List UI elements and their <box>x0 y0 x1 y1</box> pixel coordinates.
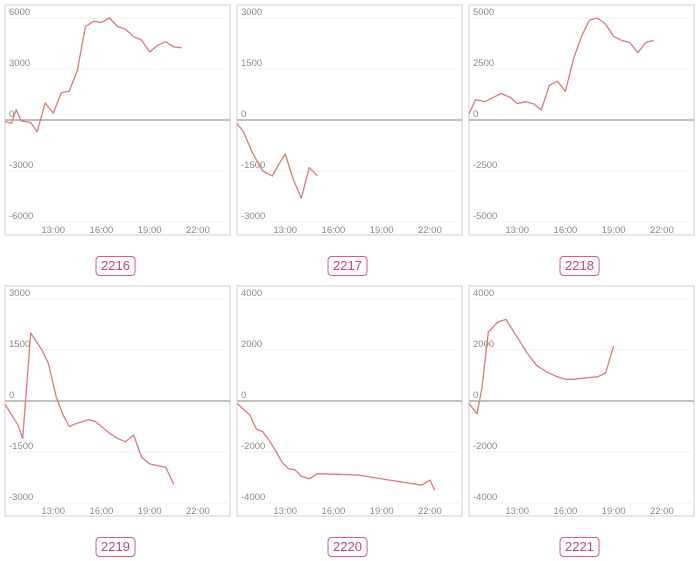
y-tick-label: 2500 <box>473 58 494 69</box>
x-tick-label: 16:00 <box>322 225 346 236</box>
chart-label-badge[interactable]: 2219 <box>95 537 136 557</box>
x-tick-label: 22:00 <box>418 506 442 517</box>
series-line <box>468 318 615 415</box>
x-tick-label: 16:00 <box>90 225 114 236</box>
series-line <box>236 403 436 491</box>
series-line <box>4 17 182 133</box>
y-tick-label: 4000 <box>241 288 262 299</box>
y-tick-label: 2000 <box>473 339 494 350</box>
x-tick-label: 16:00 <box>554 225 578 236</box>
x-tick-label: 19:00 <box>138 225 162 236</box>
line-chart: 6000 3000 0 -3000 -6000 13:00 16:00 19:00 22:00 <box>4 4 231 236</box>
y-tick-label: -1500 <box>9 441 33 452</box>
x-tick-label: 22:00 <box>186 506 210 517</box>
y-tick-label: -2500 <box>473 160 497 171</box>
x-tick-label: 22:00 <box>186 225 210 236</box>
x-tick-label: 16:00 <box>90 506 114 517</box>
y-tick-label: -2000 <box>473 441 497 452</box>
y-tick-label: -6000 <box>9 211 33 222</box>
x-tick-label: 16:00 <box>322 506 346 517</box>
series-line <box>236 123 318 199</box>
series-line <box>468 17 654 115</box>
line-chart: 4000 2000 0 -2000 -4000 13:00 16:00 19:00 22:00 <box>468 285 695 517</box>
x-tick-label: 19:00 <box>370 225 394 236</box>
chart-label-badge[interactable]: 2217 <box>327 256 368 276</box>
y-tick-label: -4000 <box>241 492 265 503</box>
chart-label-badge[interactable]: 2216 <box>95 256 136 276</box>
y-tick-label: 0 <box>9 109 14 120</box>
x-tick-label: 19:00 <box>138 506 162 517</box>
y-tick-label: 0 <box>9 390 14 401</box>
y-tick-label: 2000 <box>241 339 262 350</box>
y-tick-label: 4000 <box>473 288 494 299</box>
chart-panel-2220: 4000 2000 0 -2000 -4000 13:00 16:00 19:00 22:00 2… <box>232 281 463 561</box>
y-tick-label: 0 <box>241 109 246 120</box>
y-tick-label: -3000 <box>9 492 33 503</box>
y-tick-label: 3000 <box>9 288 30 299</box>
y-tick-label: 5000 <box>473 7 494 18</box>
y-tick-label: 1500 <box>9 339 30 350</box>
x-tick-label: 22:00 <box>650 225 674 236</box>
y-tick-label: 0 <box>241 390 246 401</box>
y-tick-label: 0 <box>473 109 478 120</box>
x-tick-label: 13:00 <box>273 225 297 236</box>
y-tick-label: 1500 <box>241 58 262 69</box>
chart-panel-2219: 3000 1500 0 -1500 -3000 13:00 16:00 19:00 22:00 2… <box>0 281 231 561</box>
chart-panel-2221: 4000 2000 0 -2000 -4000 13:00 16:00 19:00 22:00 2… <box>464 281 695 561</box>
x-tick-label: 13:00 <box>273 506 297 517</box>
line-chart: 3000 1500 0 -1500 -3000 13:00 16:00 19:00 22:00 <box>4 285 231 517</box>
series-line <box>4 332 175 485</box>
x-tick-label: 13:00 <box>505 225 529 236</box>
y-tick-label: 0 <box>473 390 478 401</box>
y-tick-label: -1500 <box>241 160 265 171</box>
chart-panel-2217: 3000 1500 0 -1500 -3000 13:00 16:00 19:00 22:00 2… <box>232 0 463 280</box>
chart-panel-2216: 6000 3000 0 -3000 -6000 13:00 16:00 19:00 22:00 2… <box>0 0 231 280</box>
y-tick-label: 3000 <box>9 58 30 69</box>
x-tick-label: 16:00 <box>554 506 578 517</box>
y-tick-label: 6000 <box>9 7 30 18</box>
line-chart: 3000 1500 0 -1500 -3000 13:00 16:00 19:00 22:00 <box>236 4 463 236</box>
y-tick-label: -4000 <box>473 492 497 503</box>
x-tick-label: 19:00 <box>602 506 626 517</box>
y-tick-label: -3000 <box>241 211 265 222</box>
line-chart: 4000 2000 0 -2000 -4000 13:00 16:00 19:00 22:00 <box>236 285 463 517</box>
y-tick-label: 3000 <box>241 7 262 18</box>
x-tick-label: 13:00 <box>505 506 529 517</box>
y-tick-label: -2000 <box>241 441 265 452</box>
x-tick-label: 13:00 <box>41 225 65 236</box>
x-tick-label: 22:00 <box>418 225 442 236</box>
x-tick-label: 13:00 <box>41 506 65 517</box>
y-tick-label: -3000 <box>9 160 33 171</box>
x-tick-label: 22:00 <box>650 506 674 517</box>
line-chart: 5000 2500 0 -2500 -5000 13:00 16:00 19:00 22:00 <box>468 4 695 236</box>
x-tick-label: 19:00 <box>602 225 626 236</box>
chart-panel-2218: 5000 2500 0 -2500 -5000 13:00 16:00 19:00 22:00 2… <box>464 0 695 280</box>
chart-label-badge[interactable]: 2221 <box>559 537 600 557</box>
chart-label-badge[interactable]: 2220 <box>327 537 368 557</box>
y-tick-label: -5000 <box>473 211 497 222</box>
chart-label-badge[interactable]: 2218 <box>559 256 600 276</box>
x-tick-label: 19:00 <box>370 506 394 517</box>
